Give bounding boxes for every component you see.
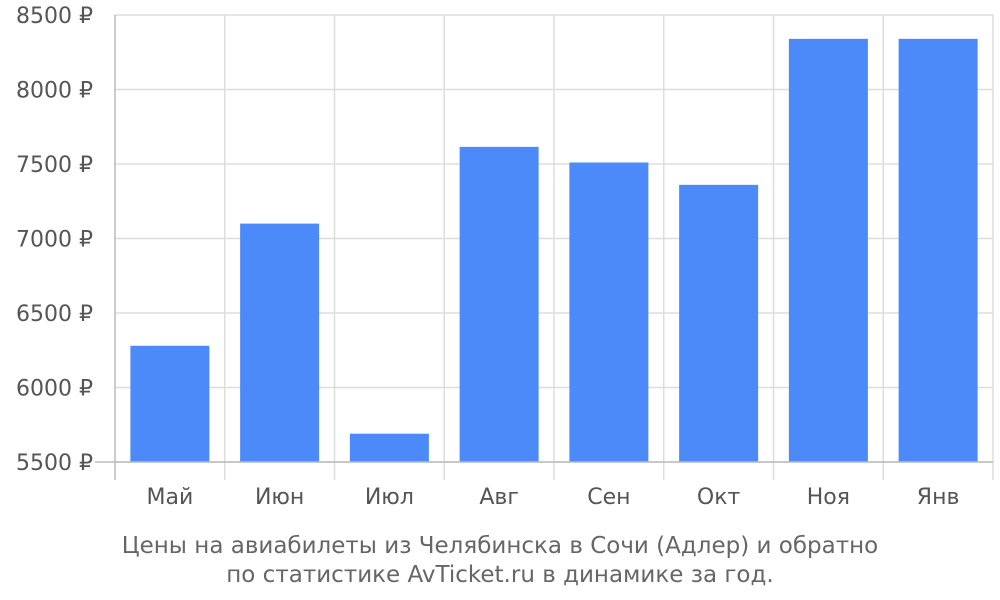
y-tick-label: 8000 ₽ [16, 79, 93, 104]
y-tick-label: 6000 ₽ [16, 377, 93, 402]
y-tick-labels: 5500 ₽ 6000 ₽ 6500 ₽ 7000 ₽ 7500 ₽ 8000 ₽ 8500… [16, 4, 93, 476]
chart-caption: Цены на авиабилеты из Челябинска в Сочи … [0, 532, 1000, 590]
x-tick-label: Сен [587, 485, 630, 510]
x-tick-label: Янв [917, 485, 960, 510]
y-tick-label: 6500 ₽ [16, 302, 93, 327]
bar-5 [569, 162, 649, 462]
bar-4 [459, 146, 539, 463]
bar-6 [679, 184, 759, 463]
caption-line-2: по статистике AvTicket.ru в динамике за … [226, 562, 774, 588]
x-tick-label: Окт [697, 485, 741, 510]
y-tick-label: 7500 ₽ [16, 153, 93, 178]
y-tick-label: 5500 ₽ [16, 451, 93, 476]
y-tick-label: 7000 ₽ [16, 228, 93, 253]
x-tick-label: Июн [255, 485, 304, 510]
axes [95, 15, 993, 480]
x-tick-label: Авг [479, 485, 519, 510]
x-tick-label: Май [146, 485, 193, 510]
caption-line-1: Цены на авиабилеты из Челябинска в Сочи … [121, 533, 879, 559]
bar-3 [349, 433, 429, 462]
bar-1 [130, 345, 210, 462]
bar-7 [788, 38, 868, 463]
bars [130, 38, 978, 463]
y-tick-label: 8500 ₽ [16, 4, 93, 29]
x-tick-labels: Май Июн Июл Авг Сен Окт Ноя Янв [146, 485, 959, 510]
x-tick-label: Июл [365, 485, 414, 510]
bar-2 [240, 223, 320, 462]
grid [115, 14, 994, 480]
bar-8 [898, 38, 978, 463]
x-tick-label: Ноя [807, 485, 850, 510]
